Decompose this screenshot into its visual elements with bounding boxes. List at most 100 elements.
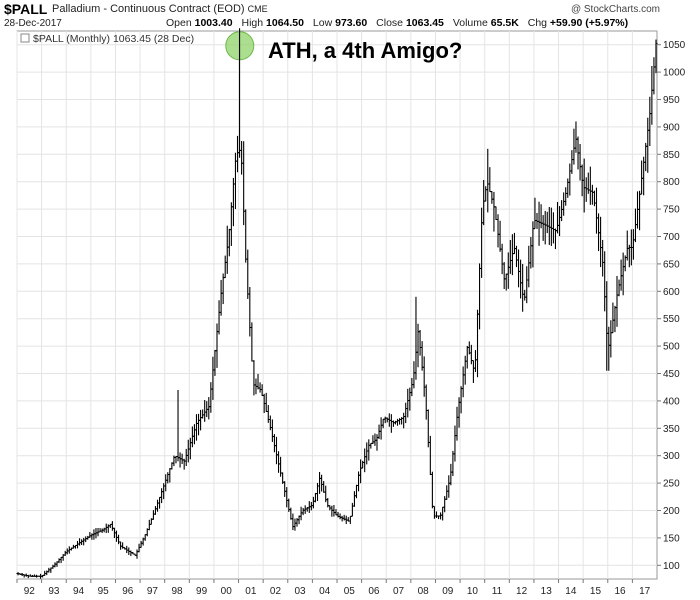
ohlc-bar: [648, 96, 652, 146]
x-tick-label: 95: [98, 586, 110, 597]
ohlc-bar: [471, 360, 476, 383]
description-text: Palladium - Continuous Contract (EOD): [52, 3, 245, 15]
ohlc-bar: [223, 255, 227, 279]
x-tick-label: 09: [442, 586, 454, 597]
ohlc-bar: [110, 521, 114, 531]
ohlc-bar: [116, 534, 121, 545]
ohlc-bar: [250, 322, 254, 362]
ohlc-bar: [521, 263, 525, 312]
ohlc-bar: [100, 528, 104, 533]
ohlc-bar: [609, 320, 613, 358]
ohlc-bar: [184, 448, 188, 466]
grid-layer: [16, 31, 657, 579]
ath-annotation: ATH, a 4th Amigo?: [268, 38, 462, 63]
ohlc-bar: [272, 434, 277, 453]
ohlc-bar: [252, 360, 256, 396]
ohlc-bar: [352, 491, 357, 507]
ohlc-bar: [592, 190, 597, 207]
x-tick-label: 03: [295, 586, 307, 597]
y-tick-label: 850: [663, 150, 680, 161]
ohlc-bar: [350, 502, 354, 517]
ohlc-bar: [45, 570, 49, 576]
ohlc-bar: [84, 536, 88, 543]
x-tick-label: 16: [615, 586, 627, 597]
ohlc-bar: [594, 187, 599, 234]
ohlc-bar: [258, 382, 262, 393]
ohlc-bar: [492, 191, 496, 232]
y-tick-label: 400: [663, 396, 680, 407]
ohlc-bar: [438, 512, 443, 520]
ohlc-bar: [560, 200, 564, 222]
ohlc-bar: [330, 505, 334, 517]
ohlc-bar: [644, 142, 648, 172]
x-tick-label: 04: [319, 586, 331, 597]
ohlc-bar: [568, 163, 572, 196]
ohlc-bar: [303, 505, 307, 514]
close-label: Close: [376, 17, 404, 29]
ohlc-bar: [274, 436, 279, 465]
x-tick-label: 14: [565, 586, 577, 597]
ohlc-bar: [217, 300, 221, 335]
ohlc-bar: [248, 286, 252, 337]
ohlc-bar: [369, 442, 373, 449]
y-tick-label: 100: [663, 561, 680, 572]
ohlc-bar: [207, 397, 211, 420]
symbol-title: $PALL: [4, 1, 48, 17]
legend: $PALL (Monthly) 1063.45 (28 Dec): [20, 33, 194, 45]
ohlc-bar: [166, 472, 170, 484]
ohlc-bar: [578, 144, 582, 181]
ohlc-bar: [545, 211, 549, 234]
ohlc-bar: [395, 418, 400, 426]
ohlc-bar: [553, 228, 558, 250]
ohlc-bar: [596, 213, 601, 252]
ohlc-bar: [301, 507, 305, 516]
ohlc-bar: [564, 187, 568, 206]
ohlc-bar: [633, 208, 638, 243]
ohlc-bar: [480, 207, 484, 278]
ohlc-bar: [354, 484, 359, 499]
ohlc-bar: [266, 405, 270, 423]
ohlc-bar: [475, 309, 480, 378]
y-tick-label: 800: [663, 177, 680, 188]
y-tick-label: 350: [663, 424, 680, 435]
ohlc-bar: [551, 212, 556, 244]
ohlc-bar: [391, 420, 396, 427]
y-tick-label: 450: [663, 369, 680, 380]
y-tick-label: 150: [663, 533, 680, 544]
ohlc-bar: [625, 230, 629, 261]
x-tick-label: 06: [368, 586, 380, 597]
ohlc-bar: [198, 409, 203, 431]
x-tick-label: 15: [590, 586, 602, 597]
ohlc-bar: [75, 540, 80, 549]
ohlc-bar: [77, 538, 82, 546]
ohlc-bar: [381, 418, 385, 429]
ohlc-bar: [430, 471, 434, 509]
high-label: High: [241, 17, 264, 29]
low-value: 973.60: [335, 17, 368, 29]
x-tick-label: 07: [393, 586, 405, 597]
ohlc-bar: [496, 214, 500, 248]
ohlc-bar: [129, 550, 133, 557]
ohlc-bar: [490, 191, 494, 204]
ohlc-bar: [59, 556, 63, 564]
ohlc-bar: [293, 518, 297, 531]
ohlc-bar: [502, 262, 506, 289]
ohlc-bar: [104, 523, 108, 534]
ohlc-bar: [494, 206, 498, 221]
ohlc-bar: [486, 148, 490, 213]
ohlc-bar: [469, 344, 473, 365]
close-value: 1063.45: [405, 17, 444, 29]
ohlc-bar: [225, 225, 229, 274]
x-tick-label: 17: [639, 586, 651, 597]
ohlc-bar: [299, 506, 303, 521]
volume-label: Volume: [452, 17, 488, 29]
ohlc-bar: [406, 388, 410, 418]
x-tick-label: 13: [541, 586, 553, 597]
ohlc-bar: [278, 456, 283, 477]
y-tick-label: 900: [663, 122, 680, 133]
ohlc-bar: [463, 355, 467, 385]
open-value: 1003.40: [194, 17, 233, 29]
y-tick-label: 600: [663, 287, 680, 298]
high-value: 1064.50: [266, 17, 304, 29]
